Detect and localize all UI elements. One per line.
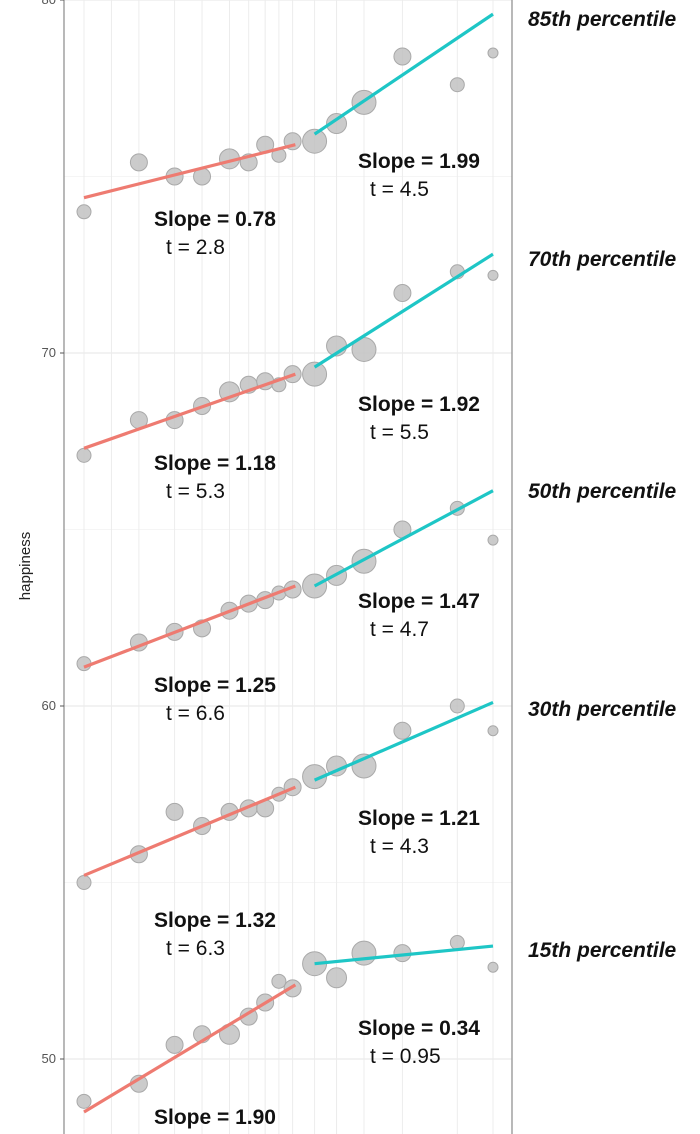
- slope-label-low: Slope = 1.18: [154, 452, 276, 475]
- t-stat-label-high: t = 4.5: [370, 178, 429, 201]
- fit-line-high: [313, 12, 494, 136]
- data-point: [393, 47, 412, 66]
- t-stat-label-low: t = 2.8: [166, 236, 225, 259]
- data-point: [449, 698, 465, 714]
- fit-line-high: [313, 489, 494, 588]
- data-point: [76, 447, 92, 463]
- percentile-label: 50th percentile: [528, 480, 677, 503]
- y-tick-label: 50: [42, 1051, 56, 1066]
- data-point: [487, 47, 499, 59]
- fit-lines: [83, 12, 494, 1114]
- percentile-label: 30th percentile: [528, 698, 677, 721]
- slope-label-low: Slope = 1.32: [154, 909, 276, 932]
- t-stat-label-high: t = 5.5: [370, 421, 429, 444]
- data-points: [76, 47, 499, 1109]
- fit-line-high: [314, 944, 494, 966]
- data-point: [351, 940, 377, 966]
- fit-line-low: [83, 983, 297, 1114]
- slope-label-high: Slope = 1.47: [358, 590, 480, 613]
- slope-label-low: Slope = 1.90: [154, 1106, 276, 1129]
- data-point: [487, 961, 499, 973]
- data-point: [487, 725, 499, 737]
- t-stat-label-low: t = 5.3: [166, 480, 225, 503]
- slope-label-high: Slope = 1.99: [358, 150, 480, 173]
- y-tick-label: 60: [42, 698, 56, 713]
- t-stat-label-low: t = 6.3: [166, 937, 225, 960]
- slope-label-low: Slope = 0.78: [154, 208, 276, 231]
- data-point: [449, 77, 465, 93]
- t-stat-label-high: t = 4.7: [370, 618, 429, 641]
- slope-label-high: Slope = 1.21: [358, 807, 480, 830]
- y-axis-label: happiness: [17, 532, 34, 600]
- data-point: [76, 204, 92, 220]
- data-point: [393, 283, 412, 302]
- y-tick-label: 70: [42, 345, 56, 360]
- data-point: [283, 979, 302, 998]
- data-point: [165, 802, 184, 821]
- minor-gridlines: [64, 176, 512, 883]
- data-point: [302, 128, 328, 154]
- slope-label-low: Slope = 1.25: [154, 674, 276, 697]
- t-stat-label-high: t = 0.95: [370, 1045, 441, 1068]
- data-point: [271, 973, 287, 989]
- data-point: [393, 721, 412, 740]
- fit-line-low: [83, 785, 296, 877]
- fit-line-low: [83, 143, 296, 200]
- data-point: [76, 875, 92, 890]
- fit-line-low: [83, 372, 296, 450]
- fit-line-high: [313, 701, 494, 782]
- fit-line-high: [313, 252, 494, 369]
- percentile-label: 85th percentile: [528, 8, 677, 31]
- data-point: [165, 1035, 184, 1054]
- data-point: [129, 153, 148, 172]
- t-stat-label-high: t = 4.3: [370, 835, 429, 858]
- data-point: [487, 534, 499, 546]
- data-point: [449, 935, 465, 951]
- percentile-label: 70th percentile: [528, 248, 677, 271]
- annotations: 85th percentile Slope = 1.99 t = 4.5 Slope …: [154, 8, 677, 1129]
- slope-label-high: Slope = 0.34: [358, 1017, 480, 1040]
- y-tick-label: 80: [42, 0, 56, 7]
- data-point: [76, 1093, 92, 1109]
- percentile-label: 15th percentile: [528, 939, 677, 962]
- t-stat-label-low: t = 6.6: [166, 702, 225, 725]
- data-point: [487, 269, 499, 281]
- data-point: [326, 113, 348, 135]
- fit-line-low: [83, 584, 296, 669]
- data-point: [302, 361, 328, 387]
- slope-label-high: Slope = 1.92: [358, 393, 480, 416]
- y-axis-ticks: 50 60 70 80: [42, 0, 64, 1066]
- data-point: [326, 967, 348, 989]
